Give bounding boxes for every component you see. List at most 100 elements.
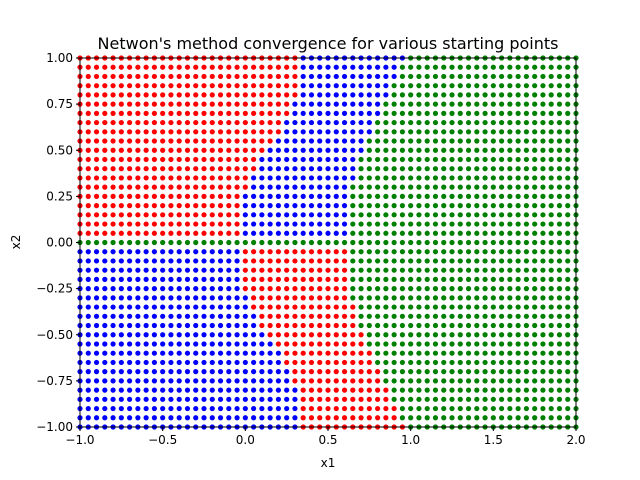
scatter-point [465, 184, 472, 190]
scatter-point [118, 369, 124, 375]
scatter-point [325, 396, 331, 402]
scatter-point [432, 378, 439, 384]
scatter-point [259, 313, 265, 319]
scatter-point [507, 286, 513, 292]
scatter-point [465, 83, 472, 89]
scatter-point [193, 258, 199, 264]
scatter-point [193, 184, 199, 190]
scatter-point [358, 156, 364, 163]
scatter-point [449, 396, 455, 402]
scatter-point [176, 396, 182, 402]
scatter-point [333, 295, 339, 301]
scatter-point [548, 101, 554, 107]
scatter-point [375, 221, 381, 227]
scatter-point [135, 239, 141, 246]
scatter-point [160, 230, 166, 236]
scatter-point [532, 73, 538, 80]
scatter-point [160, 295, 166, 301]
scatter-point [366, 387, 372, 393]
scatter-point [565, 101, 571, 107]
scatter-point [184, 175, 191, 181]
scatter-point [209, 378, 215, 384]
scatter-point [366, 276, 372, 282]
scatter-point [201, 166, 207, 172]
scatter-point [118, 203, 124, 209]
scatter-point [209, 304, 215, 310]
scatter-point [193, 249, 199, 255]
scatter-point [251, 359, 257, 366]
scatter-point [556, 341, 563, 347]
scatter-point [168, 73, 174, 80]
scatter-point [160, 350, 166, 356]
scatter-point [556, 193, 563, 199]
scatter-point [85, 350, 91, 356]
scatter-point [515, 230, 521, 236]
scatter-point [300, 221, 306, 227]
scatter-point [93, 405, 100, 412]
scatter-point [292, 387, 298, 393]
scatter-point [399, 166, 405, 172]
scatter-point [366, 129, 372, 135]
scatter-point [432, 276, 439, 282]
scatter-point [300, 110, 306, 116]
scatter-point [209, 73, 215, 80]
scatter-point [482, 73, 488, 80]
scatter-point [499, 405, 505, 412]
scatter-point [565, 73, 571, 80]
scatter-point [151, 258, 157, 264]
scatter-point [399, 295, 405, 301]
scatter-point [482, 221, 488, 227]
x-tick-label: 1.0 [401, 433, 420, 447]
scatter-point [284, 119, 290, 126]
scatter-point [499, 369, 505, 375]
scatter-point [325, 101, 331, 107]
scatter-point [457, 147, 463, 153]
scatter-point [118, 83, 124, 89]
scatter-point [85, 193, 91, 199]
scatter-point [234, 212, 240, 218]
scatter-point [284, 258, 290, 264]
scatter-point [474, 92, 480, 98]
scatter-point [499, 341, 505, 347]
scatter-point [457, 350, 463, 356]
scatter-point [416, 405, 422, 412]
scatter-point [565, 83, 571, 89]
scatter-point [523, 221, 530, 227]
scatter-point [217, 92, 224, 98]
scatter-point [251, 258, 257, 264]
scatter-point [532, 92, 538, 98]
scatter-point [176, 295, 182, 301]
scatter-point [523, 64, 530, 70]
scatter-point [325, 258, 331, 264]
scatter-point [168, 378, 174, 384]
scatter-point [317, 184, 323, 190]
scatter-point [474, 322, 480, 329]
scatter-point [499, 332, 505, 338]
scatter-point [242, 239, 248, 246]
scatter-point [416, 230, 422, 236]
scatter-point [193, 332, 199, 338]
scatter-point [135, 313, 141, 319]
scatter-point [532, 249, 538, 255]
scatter-point [383, 295, 389, 301]
scatter-point [184, 92, 191, 98]
scatter-point [201, 184, 207, 190]
scatter-point [366, 304, 372, 310]
scatter-point [176, 129, 182, 135]
scatter-point [267, 83, 273, 89]
scatter-point [565, 212, 571, 218]
scatter-point [259, 341, 265, 347]
scatter-point [102, 359, 108, 366]
scatter-point [151, 110, 157, 116]
scatter-point [391, 369, 397, 375]
scatter-point [234, 193, 240, 199]
scatter-point [366, 230, 372, 236]
scatter-point [399, 387, 405, 393]
scatter-point [275, 286, 281, 292]
scatter-point [507, 249, 513, 255]
scatter-point [325, 119, 331, 126]
scatter-point [217, 239, 224, 246]
scatter-point [523, 332, 530, 338]
scatter-point [408, 175, 414, 181]
scatter-point [366, 267, 372, 273]
